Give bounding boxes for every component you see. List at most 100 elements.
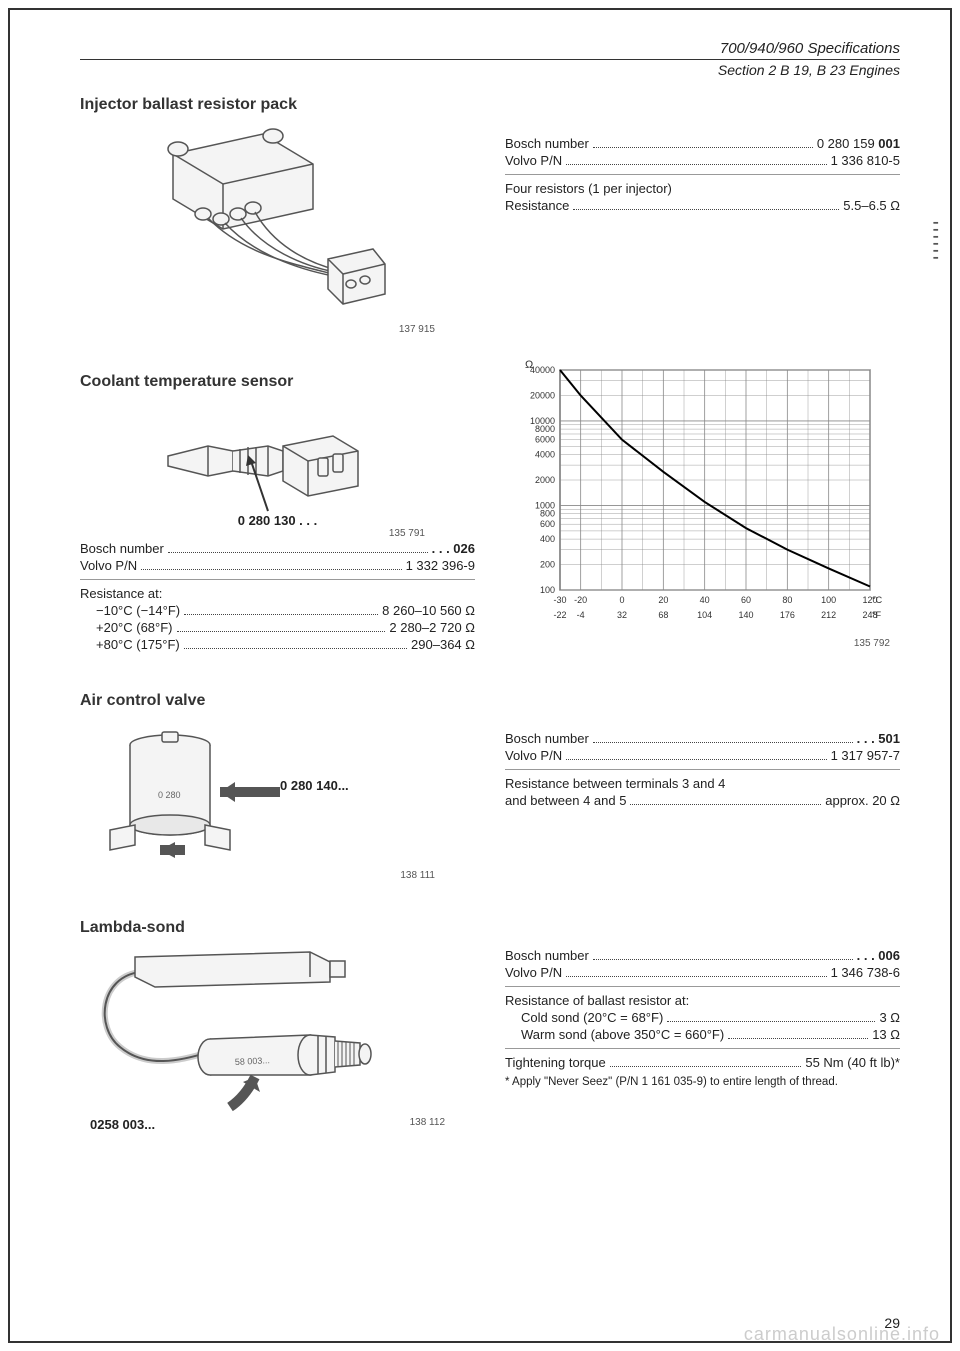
header-subtitle: Section 2 B 19, B 23 Engines — [80, 62, 900, 78]
resistance-chart: Ω100200400600800100020004000600080001000… — [505, 355, 900, 649]
svg-text:40: 40 — [700, 595, 710, 605]
svg-text:212: 212 — [821, 610, 836, 620]
label: Resistance of ballast resistor at: — [505, 993, 900, 1008]
svg-text:2000: 2000 — [535, 475, 555, 485]
value: 3 Ω — [879, 1010, 900, 1025]
label: Resistance between terminals 3 and 4 — [505, 776, 900, 791]
svg-text:32: 32 — [617, 610, 627, 620]
svg-text:0 280: 0 280 — [158, 790, 181, 800]
svg-text:400: 400 — [540, 534, 555, 544]
coolant-model: 0 280 130 . . . — [238, 513, 318, 528]
svg-text:6000: 6000 — [535, 435, 555, 445]
label: Resistance at: — [80, 586, 475, 601]
footnote: * Apply "Never Seez" (P/N 1 161 035-9) t… — [505, 1076, 900, 1088]
label: Warm sond (above 350°C = 660°F) — [521, 1027, 724, 1042]
label: Tightening torque — [505, 1055, 606, 1070]
air-valve-illustration: 0 280 — [80, 720, 360, 870]
spec-row: and between 4 and 5 approx. 20 Ω — [505, 793, 900, 808]
spec-row: Resistance 5.5–6.5 Ω — [505, 198, 900, 213]
label: Cold sond (20°C = 68°F) — [521, 1010, 663, 1025]
value: 1 346 738-6 — [831, 965, 900, 980]
label: Volvo P/N — [505, 965, 562, 980]
spec-row: Warm sond (above 350°C = 660°F) 13 Ω — [505, 1027, 900, 1042]
svg-text:°F: °F — [872, 610, 882, 620]
svg-text:20: 20 — [658, 595, 668, 605]
spec-row: Volvo P/N 1 332 396-9 — [80, 558, 475, 573]
value: 13 Ω — [872, 1027, 900, 1042]
spec-row: Volvo P/N 1 317 957-7 — [505, 748, 900, 763]
fig-num-injector: 137 915 — [80, 324, 475, 335]
value: 0 280 159 001 — [817, 136, 900, 151]
label: Bosch number — [505, 948, 589, 963]
value: . . . 026 — [432, 541, 475, 556]
section-title-lambda: Lambda-sond — [80, 919, 475, 937]
label: Volvo P/N — [80, 558, 137, 573]
spec-row: +80°C (175°F) 290–364 Ω — [80, 637, 475, 652]
svg-text:176: 176 — [780, 610, 795, 620]
label: Resistance — [505, 198, 569, 213]
value: 1 336 810-5 — [831, 153, 900, 168]
spec-row: Volvo P/N 1 346 738-6 — [505, 965, 900, 980]
value: 8 260–10 560 Ω — [382, 603, 475, 618]
svg-text:-30: -30 — [553, 595, 566, 605]
section-title-air: Air control valve — [80, 692, 475, 710]
spec-row: Bosch number . . . 006 — [505, 948, 900, 963]
svg-text:40000: 40000 — [530, 365, 555, 375]
value: 55 Nm (40 ft lb)* — [805, 1055, 900, 1070]
spec-row: Bosch number 0 280 159 001 — [505, 136, 900, 151]
svg-text:-22: -22 — [553, 610, 566, 620]
watermark: carmanualsonline.info — [744, 1324, 940, 1345]
svg-text:-20: -20 — [574, 595, 587, 605]
value: approx. 20 Ω — [825, 793, 900, 808]
lambda-model: 0258 003... — [90, 1117, 155, 1132]
value: 2 280–2 720 Ω — [389, 620, 475, 635]
value: 1 317 957-7 — [831, 748, 900, 763]
spec-row: Bosch number . . . 026 — [80, 541, 475, 556]
value: 1 332 396-9 — [406, 558, 475, 573]
spec-row: Cold sond (20°C = 68°F) 3 Ω — [505, 1010, 900, 1025]
svg-text:200: 200 — [540, 560, 555, 570]
svg-text:80: 80 — [782, 595, 792, 605]
label: Bosch number — [505, 731, 589, 746]
fig-num-chart: 135 792 — [505, 638, 900, 649]
page-header: 700/940/960 Specifications — [80, 40, 900, 60]
value: . . . 501 — [857, 731, 900, 746]
svg-text:°C: °C — [872, 595, 883, 605]
svg-text:104: 104 — [697, 610, 712, 620]
fig-num-coolant: 135 791 — [80, 528, 475, 539]
svg-text:10000: 10000 — [530, 416, 555, 426]
spec-row: Bosch number . . . 501 — [505, 731, 900, 746]
label: and between 4 and 5 — [505, 793, 626, 808]
section-title-injector: Injector ballast resistor pack — [80, 96, 900, 114]
section-title-coolant: Coolant temperature sensor — [80, 373, 475, 391]
spec-row: Tightening torque 55 Nm (40 ft lb)* — [505, 1055, 900, 1070]
label: Volvo P/N — [505, 153, 562, 168]
spec-row: +20°C (68°F) 2 280–2 720 Ω — [80, 620, 475, 635]
spec-row: Volvo P/N 1 336 810-5 — [505, 153, 900, 168]
label: Bosch number — [505, 136, 589, 151]
label: Four resistors (1 per injector) — [505, 181, 900, 196]
value: 5.5–6.5 Ω — [843, 198, 900, 213]
svg-text:140: 140 — [738, 610, 753, 620]
svg-text:-4: -4 — [577, 610, 585, 620]
air-valve-model: 0 280 140... — [280, 778, 349, 793]
value: . . . 006 — [857, 948, 900, 963]
svg-text:4000: 4000 — [535, 450, 555, 460]
fig-num-lambda: 138 112 — [410, 1117, 445, 1132]
spec-row: −10°C (−14°F) 8 260–10 560 Ω — [80, 603, 475, 618]
svg-text:68: 68 — [658, 610, 668, 620]
injector-illustration — [133, 124, 423, 324]
value: 290–364 Ω — [411, 637, 475, 652]
label: −10°C (−14°F) — [96, 603, 180, 618]
header-title: 700/940/960 Specifications — [80, 40, 900, 57]
svg-text:100: 100 — [540, 585, 555, 595]
lambda-illustration: 58 003... — [80, 947, 380, 1117]
svg-text:58 003...: 58 003... — [235, 1055, 271, 1067]
fig-num-air: 138 111 — [80, 870, 475, 881]
svg-text:1000: 1000 — [535, 500, 555, 510]
label: +20°C (68°F) — [96, 620, 173, 635]
svg-text:60: 60 — [741, 595, 751, 605]
svg-text:20000: 20000 — [530, 390, 555, 400]
svg-text:0: 0 — [619, 595, 624, 605]
label: +80°C (175°F) — [96, 637, 180, 652]
